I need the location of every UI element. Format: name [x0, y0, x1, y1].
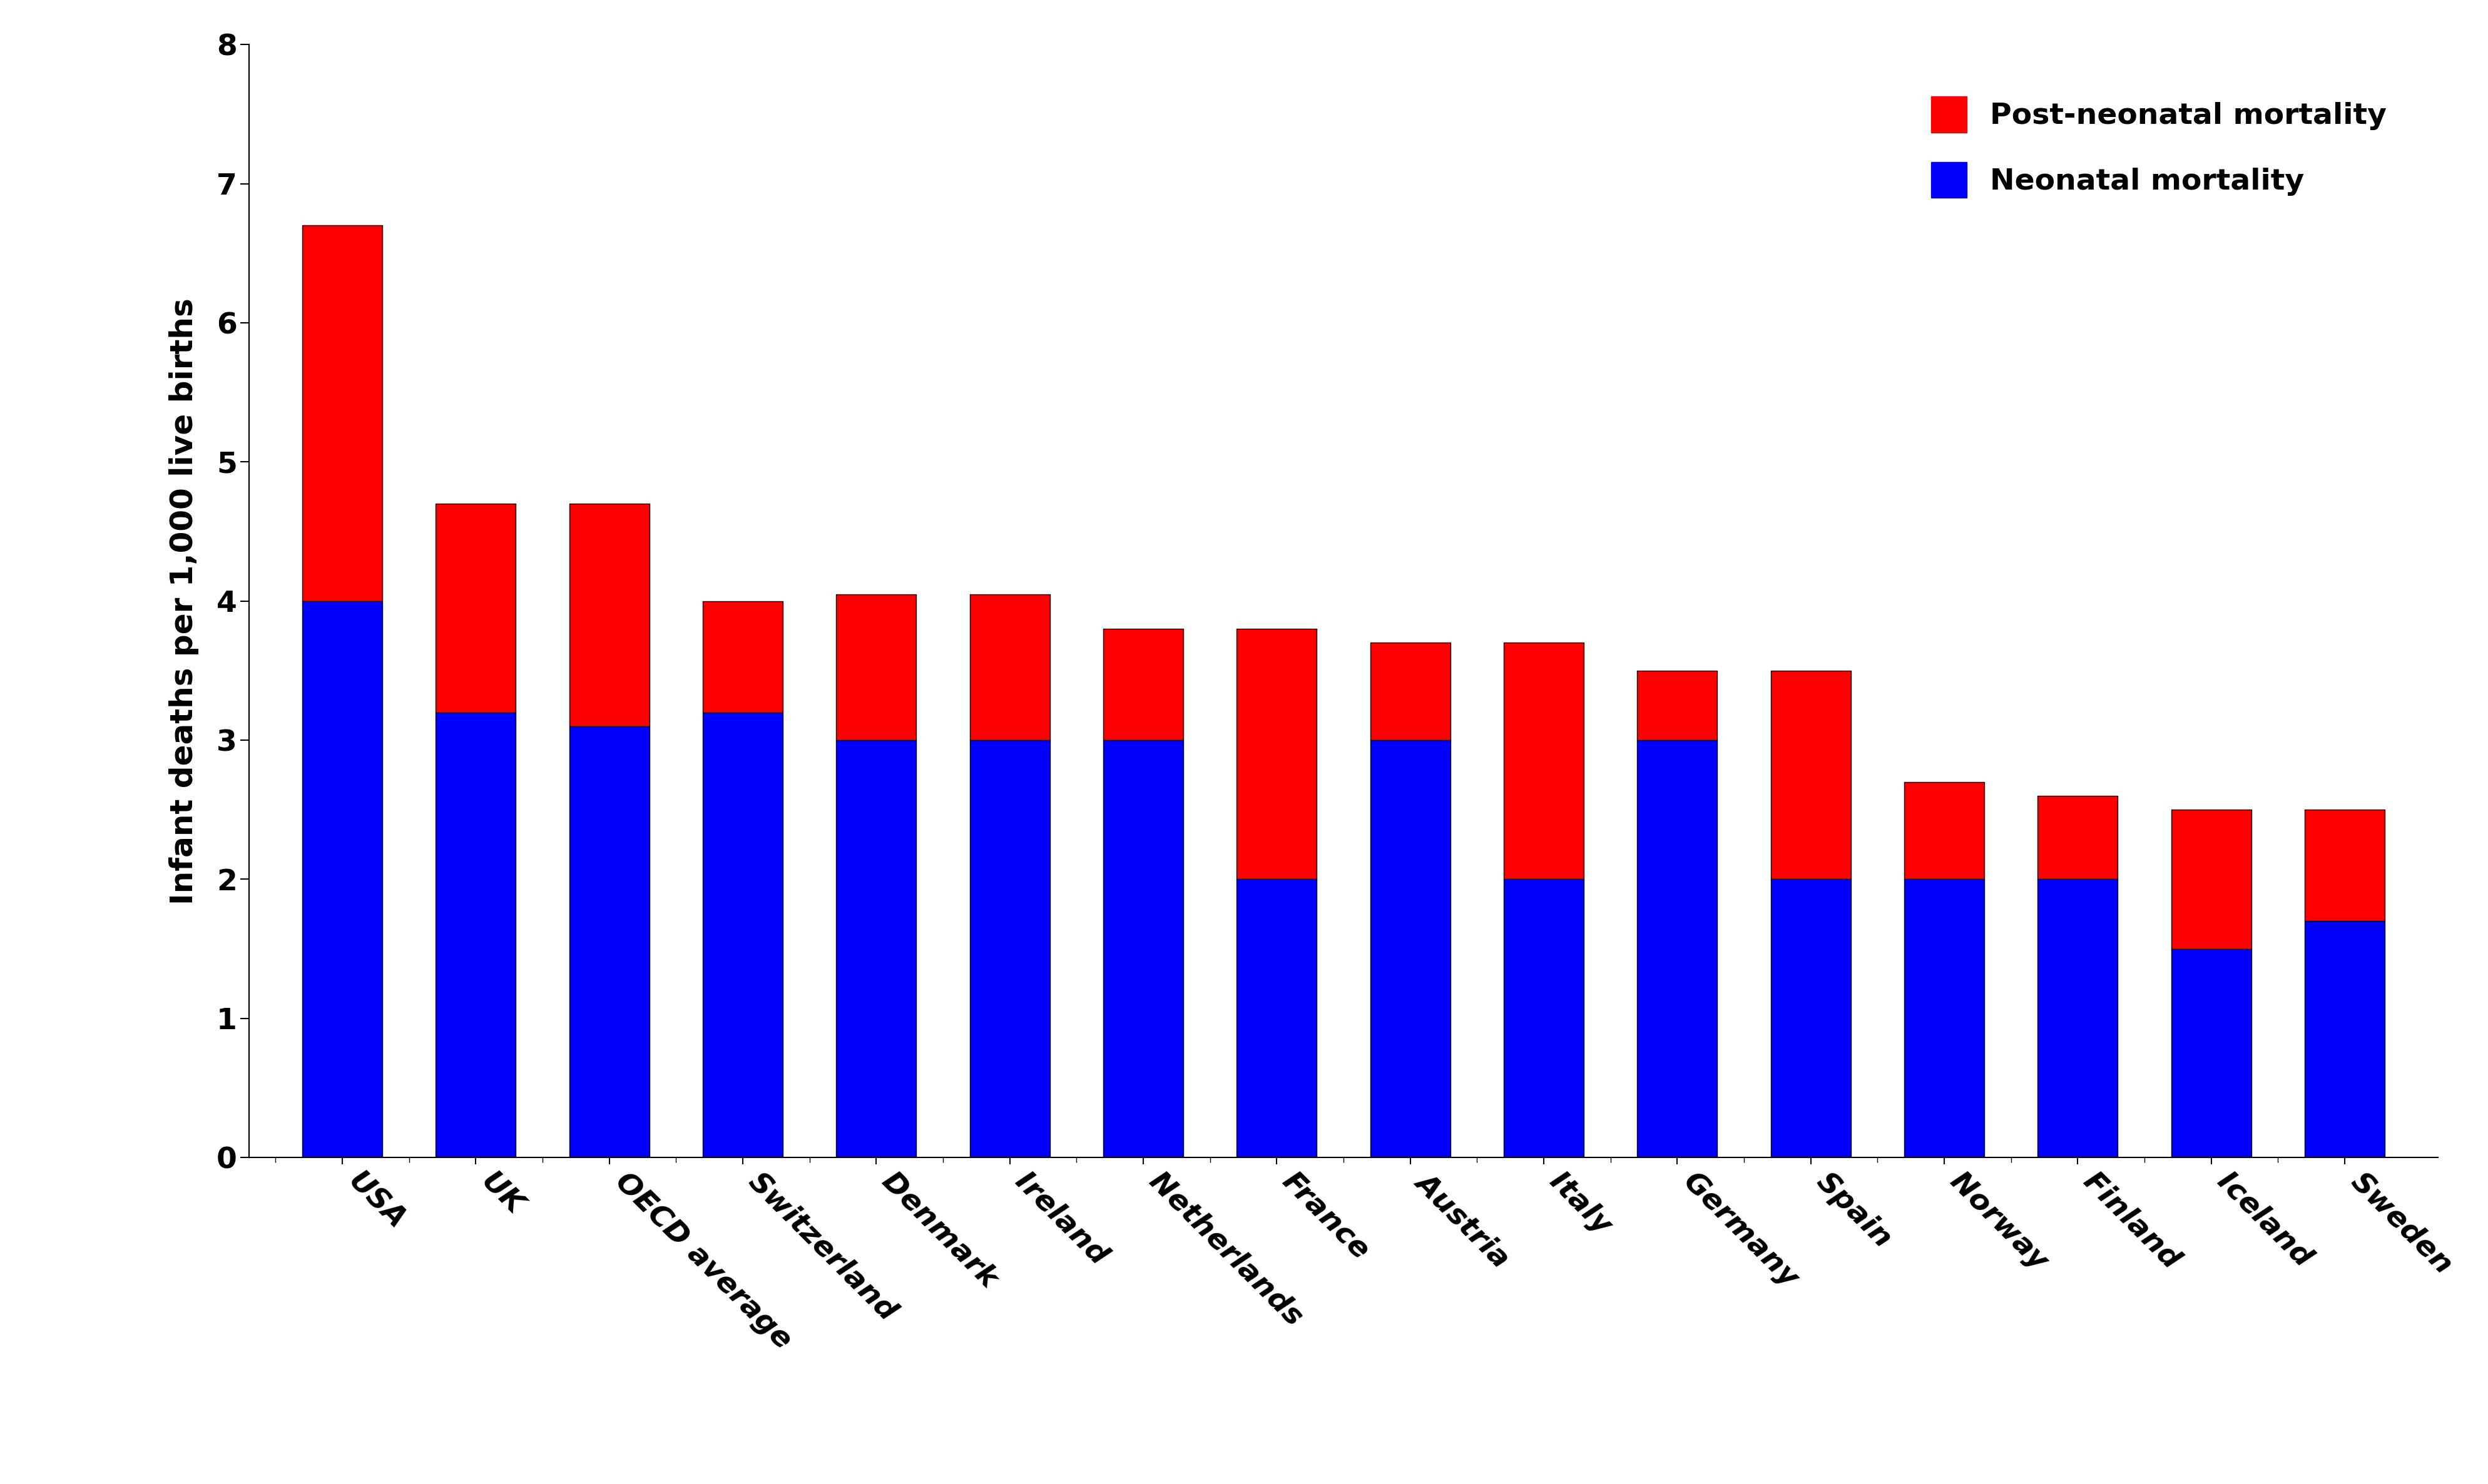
Bar	[1503, 643, 1585, 879]
Bar	[570, 503, 649, 726]
Bar	[1771, 671, 1851, 879]
Bar	[2038, 879, 2117, 1158]
Bar	[1637, 671, 1717, 741]
Bar	[702, 712, 784, 1158]
Bar	[1903, 782, 1985, 879]
Bar	[1637, 741, 1717, 1158]
Bar	[2304, 810, 2386, 922]
Bar	[1237, 879, 1316, 1158]
Bar	[301, 226, 383, 601]
Bar	[2304, 922, 2386, 1158]
Bar	[1371, 741, 1451, 1158]
Bar	[1102, 629, 1184, 741]
Bar	[970, 741, 1050, 1158]
Bar	[2172, 810, 2252, 948]
Y-axis label: Infant deaths per 1,000 live births: Infant deaths per 1,000 live births	[169, 298, 199, 904]
Bar	[1771, 879, 1851, 1158]
Bar	[2172, 948, 2252, 1158]
Bar	[435, 503, 515, 712]
Bar	[702, 601, 784, 712]
Bar	[1903, 879, 1985, 1158]
Bar	[836, 594, 916, 741]
Bar	[1371, 643, 1451, 741]
Bar	[1237, 629, 1316, 879]
Bar	[570, 726, 649, 1158]
Bar	[435, 712, 515, 1158]
Bar	[970, 594, 1050, 741]
Bar	[1503, 879, 1585, 1158]
Bar	[836, 741, 916, 1158]
Bar	[301, 601, 383, 1158]
Bar	[1102, 741, 1184, 1158]
Legend: Post-neonatal mortality, Neonatal mortality: Post-neonatal mortality, Neonatal mortal…	[1916, 82, 2401, 212]
Bar	[2038, 795, 2117, 879]
